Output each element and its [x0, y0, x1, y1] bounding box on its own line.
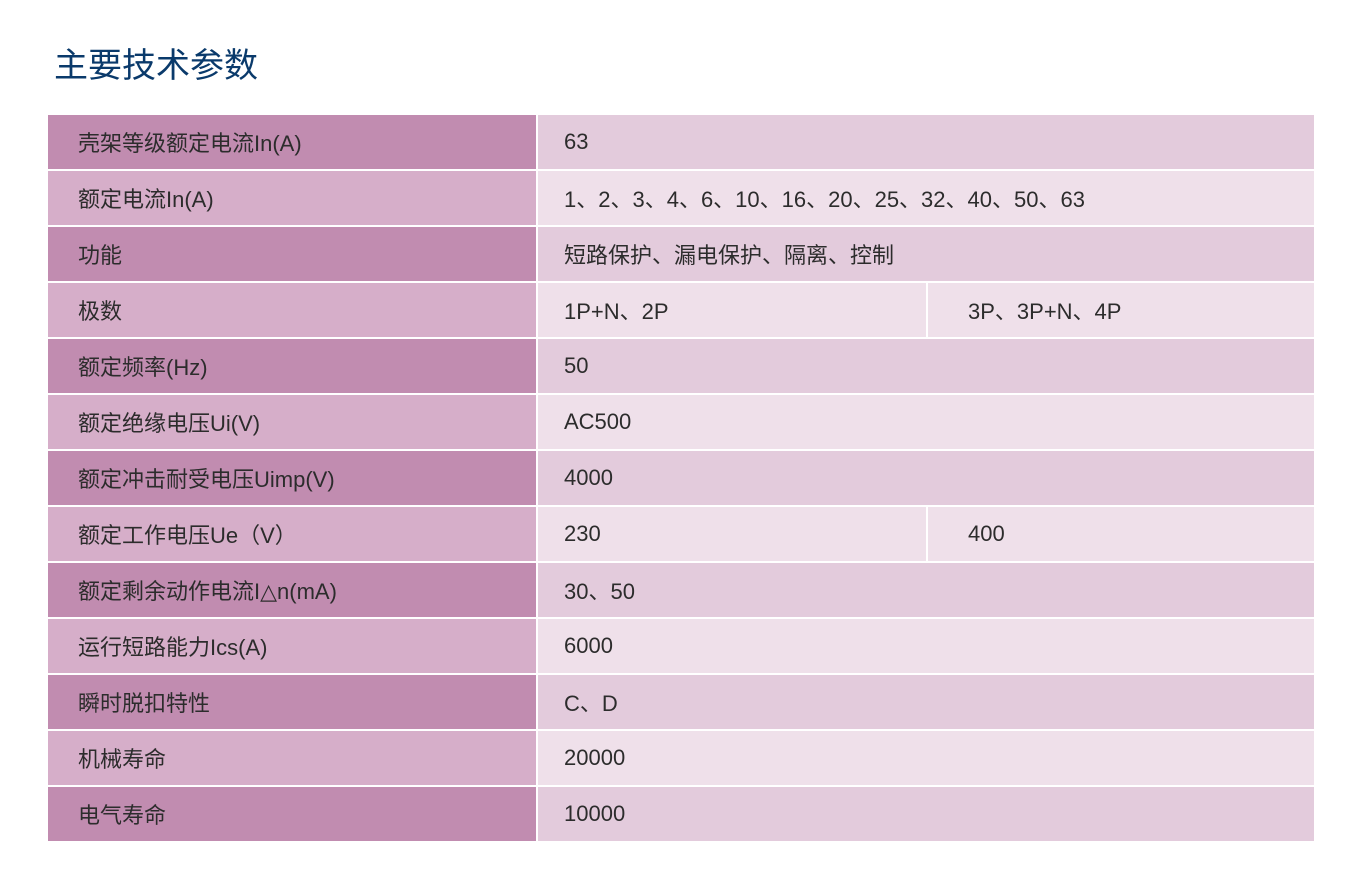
param-value: 6000	[538, 619, 1316, 675]
param-value: 50	[538, 339, 1316, 395]
table-row: 极数 1P+N、2P 3P、3P+N、4P	[48, 283, 1316, 339]
param-label: 额定冲击耐受电压Uimp(V)	[48, 451, 538, 507]
param-label: 机械寿命	[48, 731, 538, 787]
table-row: 额定工作电压Ue（V） 230 400	[48, 507, 1316, 563]
param-label: 额定剩余动作电流I△n(mA)	[48, 563, 538, 619]
table-row: 瞬时脱扣特性 C、D	[48, 675, 1316, 731]
param-label: 额定绝缘电压Ui(V)	[48, 395, 538, 451]
table-row: 运行短路能力Ics(A) 6000	[48, 619, 1316, 675]
param-label: 功能	[48, 227, 538, 283]
param-value: 短路保护、漏电保护、隔离、控制	[538, 227, 1316, 283]
table-row: 机械寿命 20000	[48, 731, 1316, 787]
param-label: 瞬时脱扣特性	[48, 675, 538, 731]
param-value-a: 1P+N、2P	[538, 283, 928, 339]
table-row: 额定绝缘电压Ui(V) AC500	[48, 395, 1316, 451]
param-label: 壳架等级额定电流In(A)	[48, 115, 538, 171]
param-value: 10000	[538, 787, 1316, 843]
param-value: 30、50	[538, 563, 1316, 619]
table-row: 额定电流In(A) 1、2、3、4、6、10、16、20、25、32、40、50…	[48, 171, 1316, 227]
param-label: 额定工作电压Ue（V）	[48, 507, 538, 563]
param-value: 4000	[538, 451, 1316, 507]
param-label: 额定电流In(A)	[48, 171, 538, 227]
param-value: C、D	[538, 675, 1316, 731]
param-value-b: 400	[928, 507, 1316, 563]
table-row: 额定冲击耐受电压Uimp(V) 4000	[48, 451, 1316, 507]
param-value: 1、2、3、4、6、10、16、20、25、32、40、50、63	[538, 171, 1316, 227]
table-row: 壳架等级额定电流In(A) 63	[48, 115, 1316, 171]
param-value: 63	[538, 115, 1316, 171]
table-row: 额定频率(Hz) 50	[48, 339, 1316, 395]
param-label: 额定频率(Hz)	[48, 339, 538, 395]
table-row: 功能 短路保护、漏电保护、隔离、控制	[48, 227, 1316, 283]
spec-table: 壳架等级额定电流In(A) 63 额定电流In(A) 1、2、3、4、6、10、…	[48, 115, 1316, 843]
param-value: 20000	[538, 731, 1316, 787]
param-label: 电气寿命	[48, 787, 538, 843]
table-row: 额定剩余动作电流I△n(mA) 30、50	[48, 563, 1316, 619]
param-value: AC500	[538, 395, 1316, 451]
param-label: 运行短路能力Ics(A)	[48, 619, 538, 675]
page-title: 主要技术参数	[54, 38, 1316, 87]
param-label: 极数	[48, 283, 538, 339]
param-value-a: 230	[538, 507, 928, 563]
table-row: 电气寿命 10000	[48, 787, 1316, 843]
param-value-b: 3P、3P+N、4P	[928, 283, 1316, 339]
